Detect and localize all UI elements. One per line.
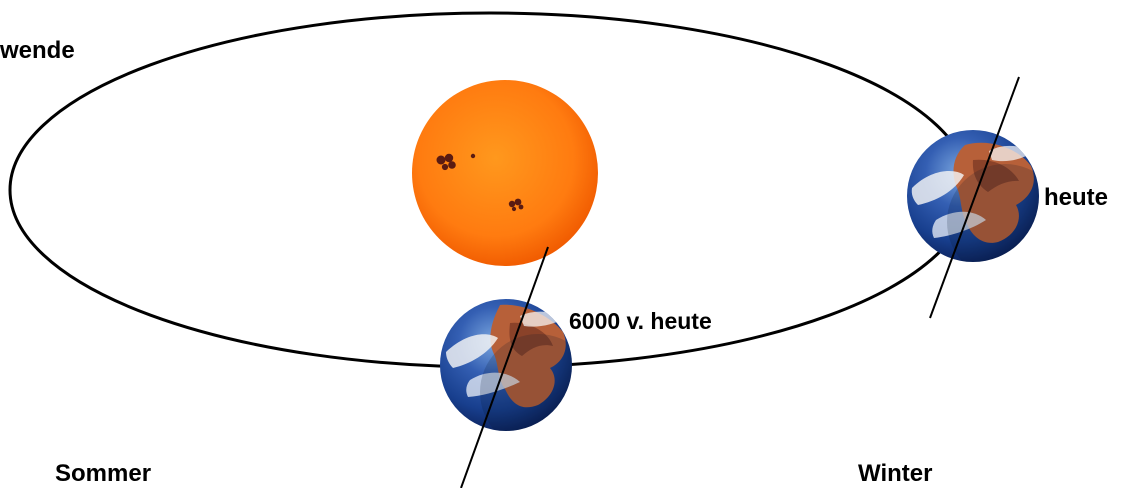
sunspot-icon xyxy=(518,204,524,210)
label-heute: heute xyxy=(1044,184,1108,211)
sunspot-icon xyxy=(444,153,454,163)
sunspot-icon xyxy=(511,206,517,212)
earth-cloud-band xyxy=(466,372,520,397)
sunspot-icon xyxy=(470,153,476,159)
sunspot-icon xyxy=(441,163,449,171)
sun-group xyxy=(412,80,598,266)
sun-icon xyxy=(412,80,598,266)
label-6000-v-heute: 6000 v. heute xyxy=(569,308,712,334)
tilted-axis-icon xyxy=(460,246,549,488)
earth-cloud-band xyxy=(932,211,986,238)
label-wende: wende xyxy=(0,37,75,64)
sunspot-icon xyxy=(436,155,446,165)
earth-land-shadow xyxy=(972,159,1019,192)
sunspot-icon xyxy=(508,200,516,208)
sunspot-cluster-right xyxy=(508,198,524,212)
label-winter: Winter xyxy=(858,460,932,487)
tilted-axis-icon xyxy=(929,76,1020,319)
sunspot-icon xyxy=(514,198,522,206)
sunspot-cluster-left xyxy=(436,153,476,171)
earth-cloud-band xyxy=(446,334,498,368)
label-sommer: Sommer xyxy=(55,460,151,487)
sunspot-icon xyxy=(448,161,456,169)
earth-land-shadow xyxy=(509,322,553,356)
earth-cloud-band xyxy=(911,171,964,205)
